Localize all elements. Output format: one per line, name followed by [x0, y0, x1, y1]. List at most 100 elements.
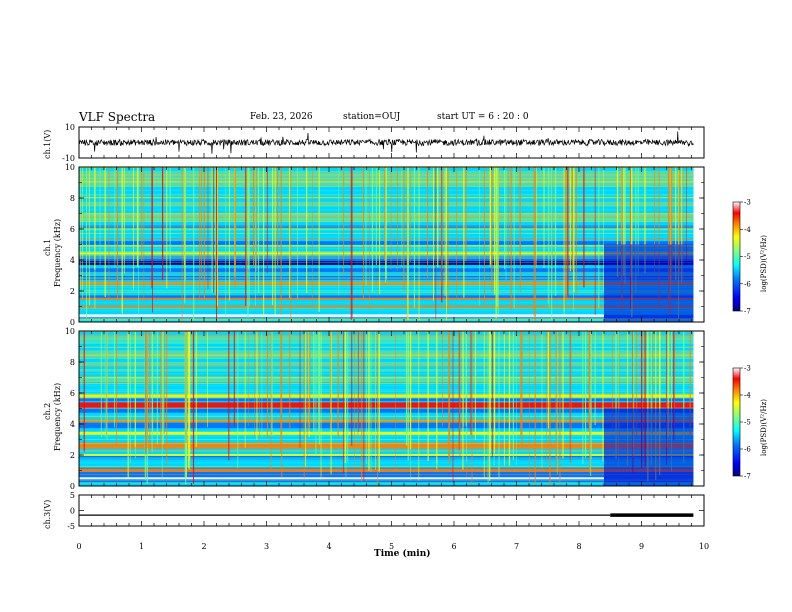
emission-band	[79, 477, 604, 480]
colorbar-tick-label: -7	[744, 308, 751, 316]
x-tick-label: 8	[576, 542, 581, 551]
spectral-texture	[79, 310, 694, 315]
spectral-texture	[79, 447, 694, 452]
spectral-texture	[79, 408, 694, 413]
y-tick-label: 10	[65, 123, 75, 132]
spectral-texture	[79, 478, 694, 483]
y-tick-label: 5	[70, 491, 75, 500]
ch3-waveform-ylabel: ch.3(V)	[43, 499, 52, 529]
y-tick-label: 10	[65, 327, 75, 336]
y-tick-label: 8	[70, 194, 75, 203]
y-tick-label: 0	[70, 507, 75, 516]
x-axis-label: Time (min)	[374, 549, 431, 559]
spectral-texture	[79, 346, 694, 351]
emission-band	[79, 305, 694, 308]
spectral-texture	[79, 298, 694, 304]
y-tick-label: 2	[70, 287, 75, 296]
spectral-texture	[79, 474, 694, 479]
x-tick-label: 7	[514, 542, 519, 551]
x-tick-label: 5	[389, 542, 394, 551]
ch2-spectrogram-ylabel: Frequency (kHz)	[53, 382, 62, 451]
x-tick-label: 1	[139, 542, 144, 551]
emission-band	[79, 442, 694, 449]
emission-band	[79, 454, 694, 456]
spectral-texture	[79, 354, 694, 359]
ch1-spectrogram-ylabel: Frequency (kHz)	[53, 218, 62, 287]
spectral-texture	[79, 342, 694, 347]
ch2-spectrogram-panel	[79, 331, 694, 487]
colorbar-tick-label: -3	[744, 199, 751, 207]
x-tick-label: 6	[451, 542, 456, 551]
spectral-texture	[79, 291, 694, 296]
spectral-texture	[79, 466, 694, 471]
colorbar-tick-label: -6	[744, 446, 751, 454]
spectral-texture	[79, 396, 694, 402]
colorbar-gradient	[732, 201, 741, 312]
spectral-texture	[79, 470, 694, 475]
ch2-colorbar: -3 -4 -5 -6 -7	[732, 365, 751, 481]
x-tick-label: 10	[699, 542, 709, 551]
spectral-texture	[79, 287, 694, 292]
colorbar-gradient	[732, 367, 741, 477]
level-drop-region	[604, 408, 694, 486]
spectral-texture	[79, 294, 694, 300]
colorbar-tick-label: -5	[744, 253, 751, 261]
start-time-label: start UT = 6 : 20 : 0	[437, 112, 529, 122]
ch1-signal-trace	[78, 131, 694, 154]
spectral-texture	[79, 462, 694, 468]
y-tick-label: 4	[70, 256, 75, 265]
ch1-colorbar: -3 -4 -5 -6 -7	[732, 199, 751, 316]
y-tick-label: 8	[70, 358, 75, 367]
ch2-colorbar-label: log(PSD)(V²/Hz)	[760, 399, 768, 456]
spectral-texture	[79, 365, 694, 371]
y-tick-label: -5	[67, 522, 75, 531]
spectral-texture	[79, 451, 694, 456]
spectral-texture	[79, 412, 694, 417]
emission-band	[79, 376, 694, 379]
spectral-texture	[79, 482, 694, 487]
y-tick-label: 0	[70, 318, 75, 327]
colorbar-tick-label: -7	[744, 473, 751, 481]
colorbar-tick-label: -6	[744, 280, 751, 288]
spectral-texture	[79, 350, 694, 355]
colorbar-tick-label: -4	[744, 226, 751, 234]
y-tick-label: -10	[62, 154, 75, 163]
x-tick-label: 4	[326, 542, 331, 551]
ch2-spectrogram-channel-label: ch.2	[43, 402, 52, 420]
ch1-spectrogram-panel	[79, 167, 694, 323]
y-tick-label: 0	[70, 482, 75, 491]
y-tick-label: 4	[70, 420, 75, 429]
spectral-texture	[79, 358, 694, 363]
spectral-texture	[79, 455, 694, 460]
y-tick-label: 2	[70, 451, 75, 460]
ch1-waveform-ylabel: ch.1(V)	[43, 129, 52, 159]
emission-band	[79, 469, 694, 472]
spectral-texture	[79, 334, 694, 340]
spectral-texture	[79, 385, 694, 390]
spectral-texture	[79, 279, 694, 284]
emission-band	[79, 297, 694, 300]
level-drop-region	[604, 244, 694, 322]
colorbar-tick-label: -5	[744, 419, 751, 427]
station-label: station=OUJ	[343, 112, 401, 122]
spectral-texture	[79, 318, 694, 323]
spectral-texture	[79, 435, 694, 440]
colorbar-tick-label: -4	[744, 392, 751, 400]
colorbar-tick-label: -3	[744, 365, 751, 373]
emission-band	[79, 314, 604, 318]
emission-band	[79, 431, 694, 435]
spectral-texture	[79, 458, 694, 464]
ch1-colorbar-label: log(PSD)(V²/Hz)	[760, 235, 768, 292]
y-tick-label: 10	[65, 163, 75, 172]
x-tick-label: 9	[639, 542, 644, 551]
spectral-texture	[79, 424, 694, 429]
ch1-spectrogram-channel-label: ch.1	[43, 238, 52, 256]
emission-band	[79, 402, 694, 409]
spectral-texture	[79, 302, 694, 307]
spectral-texture	[79, 427, 694, 433]
y-tick-label: 6	[70, 225, 75, 234]
ch1-waveform-panel	[78, 131, 694, 154]
figure-title: VLF Spectra	[79, 110, 156, 124]
